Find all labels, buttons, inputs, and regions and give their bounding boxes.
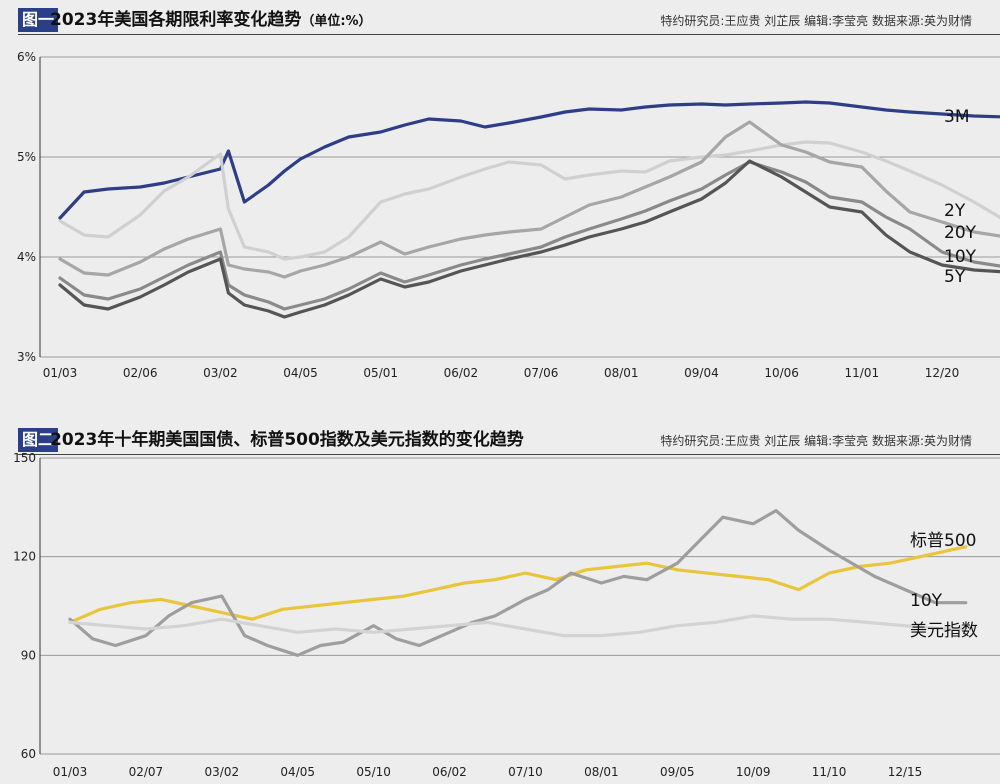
rate-chart-series-label-2y: 2Y	[944, 201, 966, 221]
figure2-header: 图二 2023年十年期美国国债、标普500指数及美元指数的变化趋势 特约研究员:…	[0, 428, 1000, 455]
rate-chart-series-line-5y	[58, 159, 1000, 319]
figure2-title: 2023年十年期美国国债、标普500指数及美元指数的变化趋势	[50, 430, 524, 450]
interest-rate-line-chart: 3% 4% 5% 6% 01/03 02/06 03/02 04/05 05/01 06/02 07…	[17, 50, 1000, 380]
rate-chart-x-tick-label: 09/04	[684, 366, 719, 380]
rate-chart-x-tick-label: 11/01	[845, 366, 880, 380]
interest-rate-chart-panel: 图一 2023年美国各期限利率变化趋势（单位:%） 特约研究员:王应贵 刘芷辰 …	[0, 8, 1000, 380]
figure2-divider	[18, 454, 1000, 455]
figure1-header: 图一 2023年美国各期限利率变化趋势（单位:%） 特约研究员:王应贵 刘芷辰 …	[0, 8, 1000, 35]
figure1-divider	[18, 34, 1000, 35]
rate-chart-y-tick-label: 4%	[17, 250, 36, 264]
rate-chart-x-tick-label: 07/06	[524, 366, 559, 380]
rate-chart-y-tick-label: 6%	[17, 50, 36, 64]
figure2-tag: 图二	[18, 428, 59, 452]
figure1-tag: 图一	[18, 8, 59, 32]
market-index-line-chart: 60 90 120 150 01/03 02/07 03/02 04/05 05/10 06/02…	[13, 451, 1000, 779]
rate-chart-x-tick-label: 01/03	[43, 366, 78, 380]
figure1-title: 2023年美国各期限利率变化趋势（单位:%）	[50, 8, 372, 32]
rate-chart-x-tick-label: 04/05	[283, 366, 318, 380]
market-chart-x-tick-label: 07/10	[508, 765, 543, 779]
market-chart-x-tick-label: 08/01	[584, 765, 619, 779]
figure1-credits: 特约研究员:王应贵 刘芷辰 编辑:李莹亮 数据来源:英为财情	[660, 14, 972, 28]
rate-chart-x-tick-label: 08/01	[604, 366, 639, 380]
rate-chart-series-label-20y: 20Y	[944, 223, 977, 243]
figure1-title-main: 2023年美国各期限利率变化趋势	[50, 10, 302, 30]
market-chart-y-tick-label: 60	[21, 747, 36, 761]
rate-chart-y-tick-label: 5%	[17, 150, 36, 164]
market-chart-series-line-dollar-index	[68, 614, 968, 638]
market-chart-x-tick-label: 05/10	[356, 765, 391, 779]
market-index-chart-panel: 图二 2023年十年期美国国债、标普500指数及美元指数的变化趋势 特约研究员:…	[0, 420, 1000, 784]
rate-chart-series-label-10y: 10Y	[944, 247, 977, 267]
market-chart-x-tick-label: 12/15	[888, 765, 923, 779]
market-chart-x-tick-label: 01/03	[53, 765, 88, 779]
rate-chart-x-tick-label: 10/06	[764, 366, 799, 380]
market-chart-x-tick-label: 10/09	[736, 765, 771, 779]
market-chart-series-label-10y: 10Y	[910, 591, 943, 611]
market-chart-series-label-sp500: 标普500	[910, 531, 976, 551]
figure1-title-unit: （单位:%）	[301, 14, 372, 29]
market-chart-y-tick-label: 150	[13, 451, 36, 465]
rate-chart-y-tick-label: 3%	[17, 350, 36, 364]
market-chart-x-tick-label: 02/07	[129, 765, 164, 779]
rate-chart-series-label-5y: 5Y	[944, 267, 966, 287]
market-chart-x-tick-label: 11/10	[812, 765, 847, 779]
rate-chart-series-line-20y	[58, 120, 1000, 279]
rate-chart-x-tick-label: 06/02	[444, 366, 479, 380]
rate-chart-x-tick-label: 12/20	[925, 366, 960, 380]
market-chart-y-tick-label: 120	[13, 550, 36, 564]
market-chart-x-tick-label: 03/02	[205, 765, 240, 779]
figure2-credits: 特约研究员:王应贵 刘芷辰 编辑:李莹亮 数据来源:英为财情	[660, 434, 972, 448]
rate-chart-x-tick-label: 03/02	[203, 366, 238, 380]
rate-chart-series-line-10y	[58, 160, 1000, 311]
market-chart-x-tick-label: 09/05	[660, 765, 695, 779]
rate-chart-x-tick-label: 05/01	[363, 366, 398, 380]
market-chart-series-line-sp500	[68, 545, 968, 624]
market-chart-y-tick-label: 90	[21, 648, 36, 662]
rate-chart-series-label-3m: 3M	[944, 107, 969, 127]
rate-chart-x-tick-label: 02/06	[123, 366, 158, 380]
rate-chart-series-line-2y	[58, 140, 1000, 261]
market-chart-x-tick-label: 06/02	[432, 765, 467, 779]
market-chart-series-label-dollar-index: 美元指数	[910, 621, 978, 641]
market-chart-series-line-10y	[68, 508, 968, 657]
market-chart-x-tick-label: 04/05	[280, 765, 315, 779]
